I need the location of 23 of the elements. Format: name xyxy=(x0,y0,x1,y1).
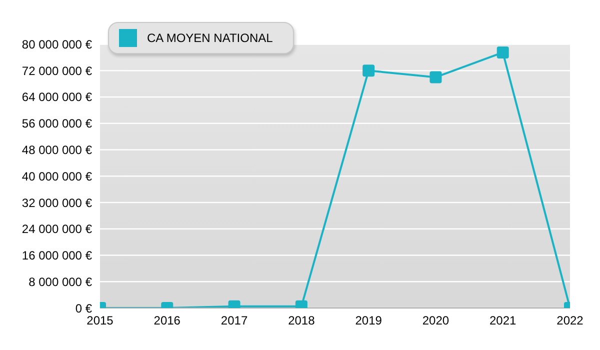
y-tick-label: 32 000 000 € xyxy=(22,196,92,210)
y-tick-label: 64 000 000 € xyxy=(22,90,92,104)
y-tick-label: 48 000 000 € xyxy=(22,143,92,157)
x-tick-label: 2022 xyxy=(556,314,584,328)
y-tick-label: 24 000 000 € xyxy=(22,222,92,236)
x-tick-label: 2017 xyxy=(220,314,248,328)
x-tick-label: 2019 xyxy=(355,314,382,328)
x-tick-label: 2018 xyxy=(288,314,316,328)
y-tick-label: 72 000 000 € xyxy=(22,64,92,78)
y-tick-label: 0 € xyxy=(75,301,92,316)
y-tick-label: 80 000 000 € xyxy=(22,37,92,52)
y-tick-label: 8 000 000 € xyxy=(28,274,92,289)
x-tick-label: 2016 xyxy=(154,314,181,328)
y-tick-label: 16 000 000 € xyxy=(22,248,92,263)
x-tick-label: 2020 xyxy=(422,314,450,328)
y-tick-label: 40 000 000 € xyxy=(22,169,92,184)
point xyxy=(430,71,442,84)
point xyxy=(362,64,375,77)
y-tick-label: 56 000 000 € xyxy=(22,116,92,131)
x-tick-label: 2015 xyxy=(86,314,114,328)
point xyxy=(496,46,509,58)
legend-label: CA MOYEN NATIONAL xyxy=(147,31,273,46)
x-tick-label: 2021 xyxy=(490,314,517,328)
